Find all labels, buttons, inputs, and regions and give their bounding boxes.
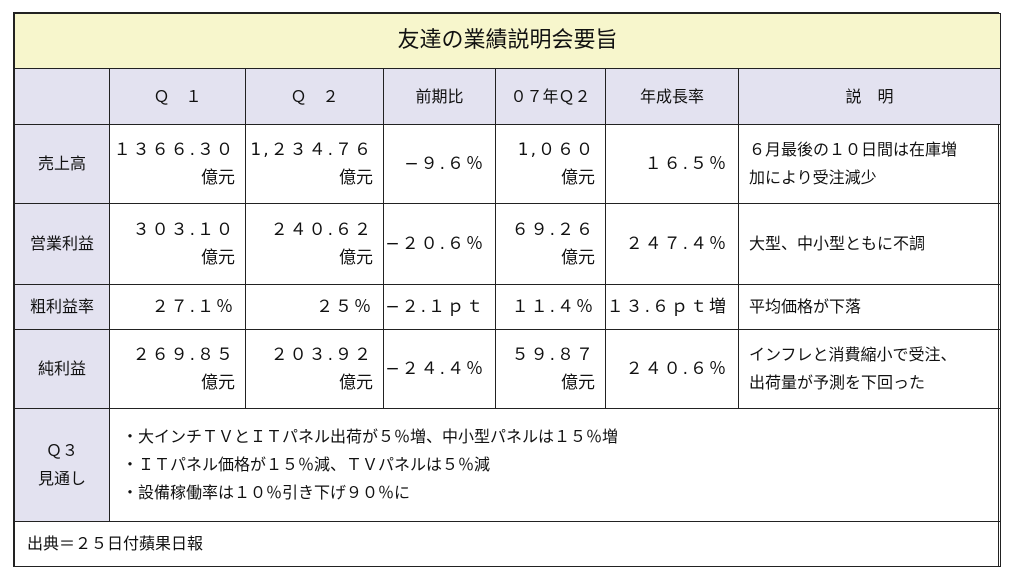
header-cell-q2-07: ０７年Ｑ２ — [495, 68, 606, 125]
source-note: 出典＝２５日付蘋果日報 — [13, 521, 1002, 567]
source-row: 出典＝２５日付蘋果日報 — [13, 521, 1002, 567]
cell-note: ６月最後の１０日間は在庫増 加により受注減少 — [737, 124, 1002, 204]
table-row-q3-outlook: Ｑ３ 見通し ・大インチＴＶとＩＴパネル出荷が５％増、中小型パネルは１５％増 ・Ｉ… — [14, 408, 1002, 522]
cell-note: 平均価格が下落 — [737, 284, 1002, 330]
header-cell-q1: Ｑ １ — [109, 68, 246, 125]
cell-q2: ２０３.９２ 億元 — [245, 329, 384, 409]
cell-q1: ３０３.１０ 億元 — [109, 203, 246, 285]
cell-q2-07: ６９.２６ 億元 — [495, 203, 606, 285]
cell-yoy: ２４７.４％ — [605, 203, 739, 285]
header-cell-qoq: 前期比 — [383, 68, 496, 125]
table-row-gross-margin: 粗利益率 ２７.１％ ２５％ −２.１ｐｔ １１.４％ １３.６ｐｔ増 平均価格… — [14, 284, 1002, 330]
outlook-item: ・大インチＴＶとＩＴパネル出荷が５％増、中小型パネルは１５％増 — [122, 427, 619, 446]
row-label: 粗利益率 — [14, 284, 110, 330]
cell-q2-07: ５９.８７ 億元 — [495, 329, 606, 409]
cell-yoy: １３.６ｐｔ増 — [605, 284, 739, 330]
cell-qoq: −２０.６％ — [383, 203, 496, 285]
cell-q2-07: １１.４％ — [495, 284, 606, 330]
header-row: Ｑ １ Ｑ ２ 前期比 ０７年Ｑ２ 年成長率 説 明 — [14, 68, 1002, 125]
header-cell-empty — [14, 68, 110, 125]
cell-q2: ２５％ — [245, 284, 384, 330]
table-row-operating-profit: 営業利益 ３０３.１０ 億元 ２４０.６２ 億元 −２０.６％ ６９.２６ 億元 ２４… — [14, 203, 1002, 285]
cell-yoy: １６.５％ — [605, 124, 739, 204]
cell-qoq: −２４.４％ — [383, 329, 496, 409]
header-cell-yoy: 年成長率 — [605, 68, 739, 125]
cell-q1: １３６６.３０ 億元 — [109, 124, 246, 204]
row-label: 営業利益 — [14, 203, 110, 285]
summary-table: 友達の業績説明会要旨 Ｑ １ Ｑ ２ 前期比 ０７年Ｑ２ 年成長率 説 明 売上… — [13, 13, 1002, 567]
header-cell-q2: Ｑ ２ — [245, 68, 384, 125]
table-row-sales: 売上高 １３６６.３０ 億元 1,２３４.７６ 億元 −９.６％ 1,０６０ 億元 １… — [14, 124, 1002, 204]
outlook-text: ・大インチＴＶとＩＴパネル出荷が５％増、中小型パネルは１５％増 ・ＩＴパネル価格… — [108, 408, 1002, 522]
cell-q2: ２４０.６２ 億元 — [245, 203, 384, 285]
row-label: 純利益 — [14, 329, 110, 409]
summary-table-frame: 友達の業績説明会要旨 Ｑ １ Ｑ ２ 前期比 ０７年Ｑ２ 年成長率 説 明 売上… — [13, 12, 1002, 567]
table-row-net-profit: 純利益 ２６９.８５ 億元 ２０３.９２ 億元 −２４.４％ ５９.８７ 億元 ２４０… — [14, 329, 1002, 409]
row-label-q3: Ｑ３ 見通し — [14, 408, 110, 522]
outlook-item: ・ＩＴパネル価格が１５％減、ＴＶパネルは５％減 — [122, 455, 491, 474]
cell-qoq: −２.１ｐｔ — [383, 284, 496, 330]
cell-yoy: ２４０.６％ — [605, 329, 739, 409]
cell-note: 大型、中小型ともに不調 — [737, 203, 1002, 285]
header-cell-note: 説 明 — [737, 68, 1002, 125]
cell-qoq: −９.６％ — [383, 124, 496, 204]
cell-q2-07: 1,０６０ 億元 — [495, 124, 606, 204]
cell-note: インフレと消費縮小で受注、 出荷量が予測を下回った — [737, 329, 1002, 409]
page-title: 友達の業績説明会要旨 — [13, 13, 1002, 69]
cell-q1: ２７.１％ — [109, 284, 246, 330]
row-label: 売上高 — [14, 124, 110, 204]
cell-q1: ２６９.８５ 億元 — [109, 329, 246, 409]
title-row: 友達の業績説明会要旨 — [13, 13, 1002, 69]
outlook-item: ・設備稼働率は１０％引き下げ９０％に — [122, 483, 411, 502]
cell-q2: 1,２３４.７６ 億元 — [245, 124, 384, 204]
